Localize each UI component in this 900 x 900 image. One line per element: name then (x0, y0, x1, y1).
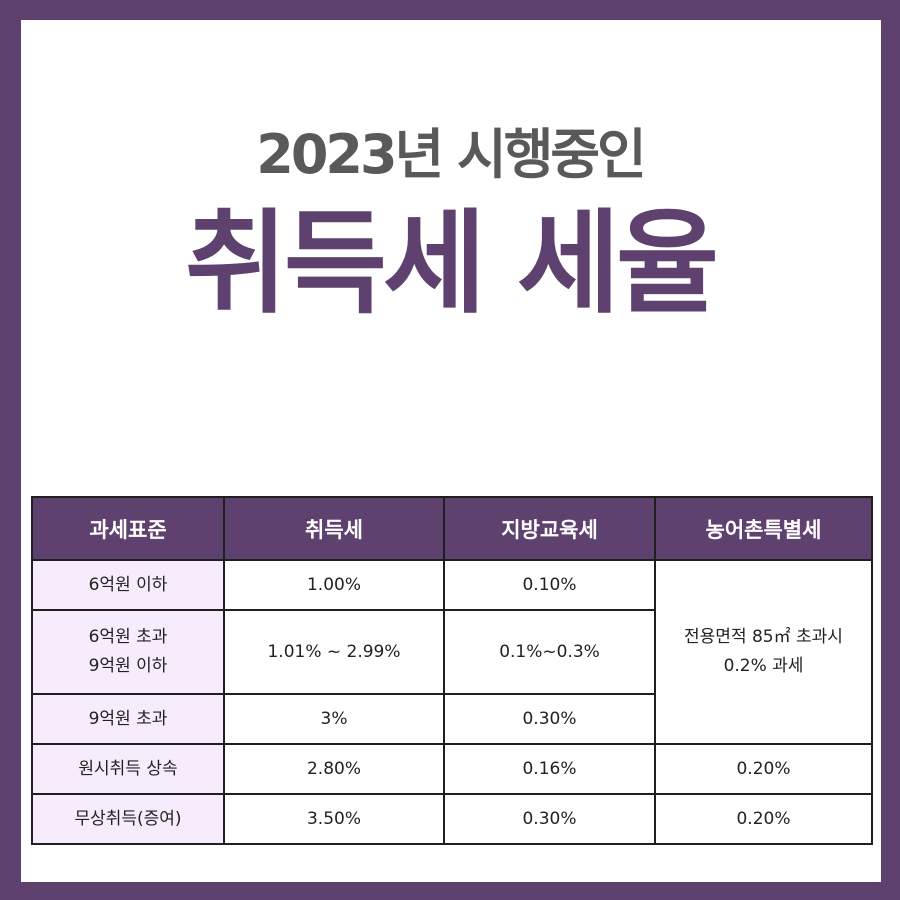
education-tax-cell: 0.30% (443, 693, 656, 745)
table-row: 6억원 이하 1.00% 0.10% 전용면적 85㎡ 초과시 0.2% 과세 (31, 559, 873, 745)
education-tax-cell: 0.10% (443, 559, 656, 611)
special-tax-cell: 0.20% (654, 793, 873, 845)
row-label: 6억원 초과 9억원 이하 (31, 609, 225, 695)
education-tax-cell: 0.16% (443, 743, 656, 795)
page-subtitle: 2023년 시행중인 (256, 123, 647, 186)
acquisition-tax-cell: 1.00% (223, 559, 445, 611)
column-header-education-tax: 지방교육세 (443, 496, 656, 561)
table-header-row: 과세표준 취득세 지방교육세 농어촌특별세 (31, 496, 873, 561)
row-label: 원시취득 상속 (31, 743, 225, 795)
tax-rate-table: 과세표준 취득세 지방교육세 농어촌특별세 6억원 이하 1.00% 0.10%… (31, 496, 873, 845)
table-row: 6억원 초과 9억원 이하 1.01% ~ 2.99% 0.1%~0.3% (31, 609, 872, 695)
column-header-special-tax: 농어촌특별세 (654, 496, 873, 561)
table-row: 무상취득(증여) 3.50% 0.30% 0.20% (31, 793, 873, 845)
acquisition-tax-cell: 2.80% (223, 743, 445, 795)
row-label: 6억원 이하 (31, 559, 225, 611)
acquisition-tax-cell: 3.50% (223, 793, 445, 845)
column-header-tax-base: 과세표준 (31, 496, 225, 561)
education-tax-cell: 0.30% (443, 793, 656, 845)
acquisition-tax-cell: 1.01% ~ 2.99% (223, 609, 445, 695)
table-row: 9억원 초과 3% 0.30% (31, 693, 872, 745)
education-tax-cell: 0.1%~0.3% (443, 609, 656, 695)
acquisition-tax-cell: 3% (223, 693, 445, 745)
special-tax-cell: 0.20% (654, 743, 873, 795)
row-label: 9억원 초과 (31, 693, 225, 745)
table-row: 원시취득 상속 2.80% 0.16% 0.20% (31, 743, 873, 795)
column-header-acquisition-tax: 취득세 (223, 496, 445, 561)
page-title: 취득세 세율 (184, 199, 719, 329)
special-tax-merged-cell: 전용면적 85㎡ 초과시 0.2% 과세 (654, 559, 873, 745)
row-label: 무상취득(증여) (31, 793, 225, 845)
